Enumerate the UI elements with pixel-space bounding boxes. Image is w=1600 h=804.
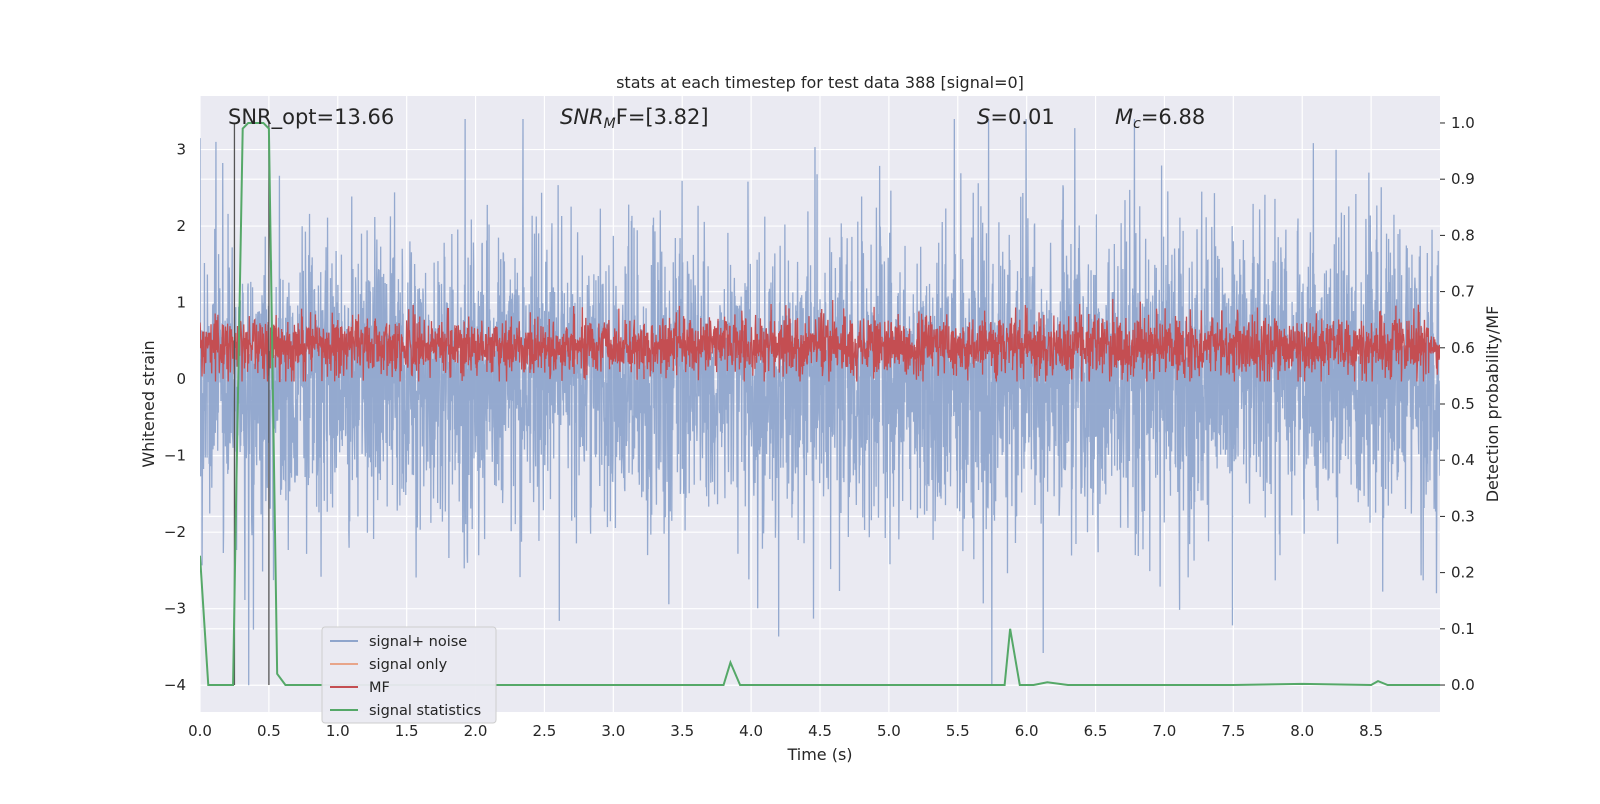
annotation-s: S=0.01 <box>977 105 1055 129</box>
x-tick-label: 5.5 <box>946 722 970 740</box>
x-tick-label: 6.5 <box>1084 722 1108 740</box>
y-axis-label: Whitened strain <box>139 340 158 467</box>
x-tick-label: 1.0 <box>326 722 350 740</box>
s-rest: =0.01 <box>990 105 1054 129</box>
snr-mf-rest: F=[3.82] <box>616 105 709 129</box>
y2-tick-label: 0.2 <box>1451 564 1475 582</box>
x-tick-label: 4.0 <box>739 722 763 740</box>
x-tick-label: 6.0 <box>1015 722 1039 740</box>
annotation-snr-mf: SNRMF=[3.82] <box>560 105 709 132</box>
plot-area <box>200 118 1440 687</box>
x-tick-label: 2.5 <box>533 722 557 740</box>
x-tick-label: 3.5 <box>670 722 694 740</box>
y2-tick-label: 0.0 <box>1451 676 1475 694</box>
y2-tick-label: 0.5 <box>1451 395 1475 413</box>
snr-mf-label: SNR <box>560 105 604 129</box>
x-axis-label: Time (s) <box>786 745 852 764</box>
y-tick-label: −1 <box>164 447 186 465</box>
y-tick-label: 1 <box>176 294 186 312</box>
x-tick-label: 8.0 <box>1290 722 1314 740</box>
chart-title: stats at each timestep for test data 388… <box>616 73 1024 92</box>
y2-tick-label: 0.4 <box>1451 451 1475 469</box>
series-signal-statistics <box>200 121 1440 687</box>
annotation-snr-opt: SNR_opt=13.66 <box>228 105 394 130</box>
legend-box <box>321 626 497 724</box>
y2-axis-label: Detection probability/MF <box>1483 306 1502 503</box>
x-tick-label: 4.5 <box>808 722 832 740</box>
y2-tick-label: 1.0 <box>1451 114 1475 132</box>
axes: 0.0 0.5 1.0 1.5 2.0 2.5 3.0 3.5 4.0 4.5 5.0 5.5 6.0 6… <box>164 114 1475 740</box>
y-tick-label: −2 <box>164 523 186 541</box>
legend-label-signal-noise: signal+ noise <box>369 634 467 650</box>
snr-mf-sub: M <box>604 116 616 132</box>
series-mf <box>200 298 1440 383</box>
y-tick-label: 0 <box>176 370 186 388</box>
mc-label: M <box>1115 105 1133 129</box>
y2-tick-label: 0.9 <box>1451 170 1475 188</box>
x-tick-label: 3.0 <box>601 722 625 740</box>
s-label: S <box>977 105 990 129</box>
x-tick-label: 1.5 <box>395 722 419 740</box>
x-tick-label: 5.0 <box>877 722 901 740</box>
y2-tick-label: 0.6 <box>1451 339 1475 357</box>
y-tick-label: 3 <box>176 141 186 159</box>
y-tick-label: −3 <box>164 600 186 618</box>
x-tick-label: 7.5 <box>1221 722 1245 740</box>
legend-label-mf: MF <box>369 680 390 696</box>
x-tick-label: 7.0 <box>1153 722 1177 740</box>
y2-tick-label: 0.7 <box>1451 283 1475 301</box>
mc-sub: c <box>1133 116 1141 132</box>
x-tick-label: 2.0 <box>464 722 488 740</box>
mc-rest: =6.88 <box>1141 105 1205 129</box>
x-tick-label: 8.5 <box>1359 722 1383 740</box>
y-tick-label: −4 <box>164 676 186 694</box>
x-tick-label: 0.5 <box>257 722 281 740</box>
legend: signal+ noise signal only MF signal stat… <box>321 626 497 724</box>
annotation-mc: Mc=6.88 <box>1115 105 1205 132</box>
x-tick-label: 0.0 <box>188 722 212 740</box>
y2-tick-label: 0.1 <box>1451 620 1475 638</box>
y2-tick-label: 0.3 <box>1451 507 1475 525</box>
legend-label-signal-only: signal only <box>369 657 448 673</box>
legend-label-signal-statistics: signal statistics <box>369 703 481 719</box>
y-tick-label: 2 <box>176 217 186 235</box>
y2-tick-label: 0.8 <box>1451 226 1475 244</box>
